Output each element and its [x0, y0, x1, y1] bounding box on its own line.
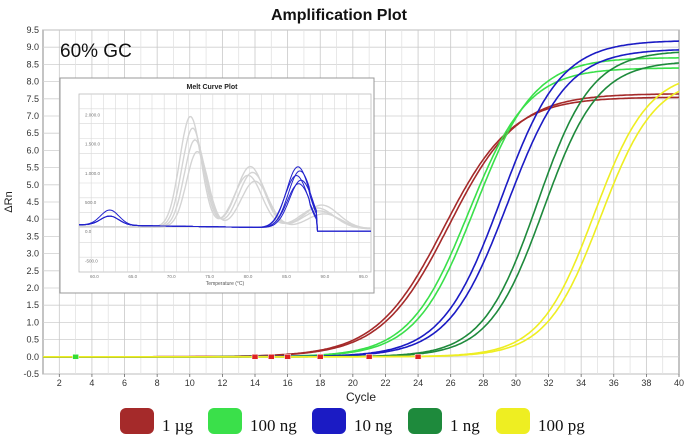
y-tick-label: 8.0: [26, 77, 39, 87]
inset-gray-melt-curve: [79, 150, 372, 230]
x-tick-label: 20: [348, 378, 358, 388]
x-tick-label: 14: [250, 378, 260, 388]
x-tick-label: 34: [576, 378, 586, 388]
inset-x-ticks: 60.0 65.0 70.0 75.0 80.0 85.0 90.0 95.0: [90, 274, 368, 279]
y-tick-label: 3.5: [26, 231, 39, 241]
melt-curve-inset: Melt Curve Plot 2.000.0 1.500.0 1.000.0 500…: [59, 77, 375, 294]
inset-title: Melt Curve Plot: [187, 84, 239, 91]
x-tick-label: 22: [380, 378, 390, 388]
inset-x-tick-label: 95.0: [359, 274, 368, 279]
x-tick-label: 8: [155, 378, 160, 388]
x-tick-label: 2: [57, 378, 62, 388]
chart-title: Amplification Plot: [271, 7, 408, 24]
x-tick-label: 10: [185, 378, 195, 388]
gc-annotation: 60% GC: [60, 41, 132, 62]
ct-marker: [251, 354, 259, 360]
inset-y-tick-label: 0.0: [85, 229, 92, 234]
x-tick-label: 24: [413, 378, 423, 388]
y-tick-label: 1.0: [26, 317, 39, 327]
inset-melt-curves: [79, 115, 372, 232]
x-tick-label: 40: [674, 378, 684, 388]
legend: 1 µg 100 ng 10 ng 1 ng 100 pg: [120, 405, 680, 441]
x-tick-label: 38: [641, 378, 651, 388]
x-tick-label: 6: [122, 378, 127, 388]
inset-x-tick-label: 85.0: [282, 274, 291, 279]
y-tick-label: 8.5: [26, 59, 39, 69]
inset-x-tick-label: 90.0: [321, 274, 330, 279]
y-tick-label: 7.5: [26, 94, 39, 104]
x-axis-label: Cycle: [346, 390, 376, 404]
y-axis-label: ΔRn: [3, 191, 15, 212]
ct-marker: [268, 354, 275, 360]
y-tick-label: 0.0: [26, 352, 39, 362]
amplification-curves: [43, 40, 680, 358]
ct-marker: [72, 354, 79, 360]
x-tick-label: 36: [609, 378, 619, 388]
x-tick-label: 4: [89, 378, 94, 388]
x-tick-label: 18: [315, 378, 325, 388]
inset-y-ticks: 2.000.0 1.500.0 1.000.0 500.0 0.0 -500.0: [85, 112, 101, 263]
y-tick-label: 7.0: [26, 111, 39, 121]
y-tick-label: 4.0: [26, 214, 39, 224]
legend-swatch-100pg: [496, 408, 530, 434]
ct-markers: [72, 354, 422, 360]
inset-blue-melt-curve: [79, 183, 371, 232]
inset-grid: [79, 94, 371, 272]
inset-x-tick-label: 80.0: [244, 274, 253, 279]
inset-x-tick-label: 60.0: [90, 274, 99, 279]
x-axis-ticks: 2 4 6 8 10 12 14 16 18 20 22 24 26 28 30 32 34 36 38 40: [57, 374, 684, 388]
x-tick-label: 16: [283, 378, 293, 388]
inset-x-tick-label: 70.0: [167, 274, 176, 279]
legend-label-100pg: 100 pg: [538, 416, 585, 435]
x-tick-label: 30: [511, 378, 521, 388]
inset-y-tick-label: 1.000.0: [85, 171, 101, 176]
legend-label-10ng: 10 ng: [354, 416, 393, 435]
legend-label-100ng: 100 ng: [250, 416, 297, 435]
y-tick-label: 5.0: [26, 180, 39, 190]
ct-marker: [284, 354, 291, 360]
y-tick-label: 2.0: [26, 283, 39, 293]
y-tick-label: 6.0: [26, 145, 39, 155]
legend-swatch-10ng: [312, 408, 346, 434]
legend-swatch-1ng: [408, 408, 442, 434]
x-tick-label: 26: [446, 378, 456, 388]
x-tick-label: 28: [478, 378, 488, 388]
inset-x-tick-label: 65.0: [128, 274, 137, 279]
legend-label-1ug: 1 µg: [162, 416, 194, 435]
y-axis-ticks: -0.5 0.0 0.5 1.0 1.5 2.0 2.5 3.0 3.5 4.0 4.5 5.0 5.5…: [23, 25, 39, 379]
x-tick-label: 12: [217, 378, 227, 388]
y-tick-label: 0.5: [26, 335, 39, 345]
legend-swatch-1ug: [120, 408, 154, 434]
ct-marker: [414, 354, 422, 360]
legend-label-1ng: 1 ng: [450, 416, 480, 435]
y-tick-label: 9.0: [26, 42, 39, 52]
inset-x-label: Temperature (°C): [206, 281, 245, 287]
y-tick-label: 3.0: [26, 249, 39, 259]
y-tick-label: 4.5: [26, 197, 39, 207]
y-tick-label: 9.5: [26, 25, 39, 35]
y-tick-label: 1.5: [26, 300, 39, 310]
x-tick-label: 32: [544, 378, 554, 388]
y-tick-label: 2.5: [26, 266, 39, 276]
inset-y-tick-label: 2.000.0: [85, 112, 101, 117]
inset-y-tick-label: 1.500.0: [85, 142, 101, 147]
curve-100-pg-rep2: [43, 90, 680, 358]
ct-marker: [365, 354, 373, 360]
inset-x-tick-label: 75.0: [205, 274, 214, 279]
inset-y-tick-label: -500.0: [85, 258, 98, 263]
legend-swatch-100ng: [208, 408, 242, 434]
y-tick-label: 5.5: [26, 163, 39, 173]
y-tick-label: 6.5: [26, 128, 39, 138]
y-tick-label: -0.5: [23, 369, 39, 379]
inset-y-tick-label: 500.0: [85, 200, 97, 205]
ct-marker: [316, 354, 324, 360]
